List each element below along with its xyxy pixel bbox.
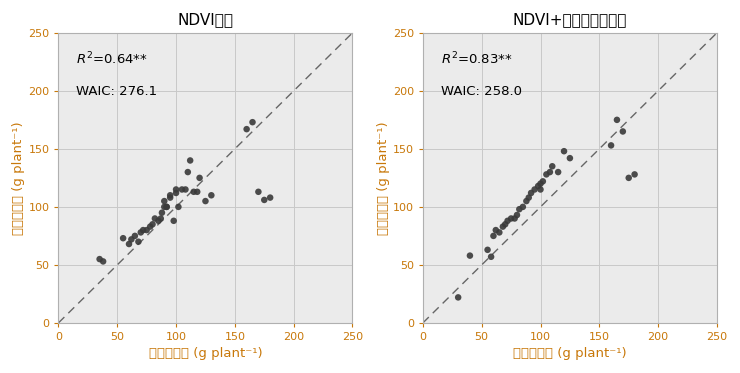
Point: [611, 117, 623, 123]
Point: [617, 128, 629, 134]
Point: [511, 212, 523, 218]
Point: [149, 216, 161, 222]
Point: [452, 294, 464, 300]
Point: [97, 258, 109, 264]
Y-axis label: 推定举物重 (g plant⁻¹): 推定举物重 (g plant⁻¹): [377, 121, 390, 235]
Point: [94, 256, 106, 262]
Point: [164, 192, 176, 198]
Point: [494, 229, 505, 235]
Point: [500, 221, 511, 227]
Point: [161, 204, 172, 210]
Point: [147, 221, 158, 227]
Point: [129, 233, 141, 239]
Point: [117, 235, 129, 241]
Point: [537, 178, 549, 184]
Point: [184, 157, 196, 163]
Point: [192, 189, 204, 195]
Point: [528, 186, 540, 192]
Point: [490, 227, 502, 233]
Point: [558, 148, 570, 154]
Point: [564, 155, 576, 161]
Point: [152, 218, 164, 224]
Point: [240, 126, 252, 132]
Point: [264, 195, 276, 201]
Point: [629, 172, 641, 178]
X-axis label: 実測举物重 (g plant⁻¹): 実測举物重 (g plant⁻¹): [513, 348, 627, 360]
Point: [488, 233, 500, 239]
Title: NDVI+投影面積＋草丈: NDVI+投影面積＋草丈: [513, 13, 627, 28]
Text: $\mathit{R}^2$=0.83**: $\mathit{R}^2$=0.83**: [440, 50, 512, 67]
Point: [546, 163, 558, 169]
Y-axis label: 推定举物重 (g plant⁻¹): 推定举物重 (g plant⁻¹): [13, 121, 25, 235]
Point: [482, 247, 494, 253]
Point: [123, 241, 135, 247]
Point: [137, 227, 149, 233]
Point: [517, 204, 529, 210]
Point: [246, 119, 258, 125]
Point: [188, 189, 200, 195]
Point: [144, 224, 156, 230]
Point: [508, 216, 520, 222]
Point: [502, 218, 514, 224]
Point: [182, 169, 194, 175]
Point: [605, 142, 617, 148]
Point: [497, 224, 509, 230]
Point: [164, 195, 176, 201]
Point: [623, 175, 635, 181]
Point: [258, 197, 270, 203]
Point: [552, 169, 564, 175]
Point: [252, 189, 264, 195]
Title: NDVIのみ: NDVIのみ: [178, 13, 233, 28]
Point: [161, 204, 172, 210]
Point: [126, 236, 138, 242]
Point: [158, 204, 170, 210]
Point: [505, 216, 517, 222]
Point: [156, 210, 168, 216]
Point: [514, 206, 525, 212]
Point: [158, 198, 170, 204]
Point: [200, 198, 212, 204]
Point: [525, 190, 537, 196]
Point: [523, 195, 535, 201]
Text: WAIC: 258.0: WAIC: 258.0: [440, 85, 522, 98]
Point: [141, 227, 152, 233]
Point: [172, 204, 184, 210]
Point: [176, 186, 188, 192]
Text: WAIC: 276.1: WAIC: 276.1: [76, 85, 157, 98]
Point: [180, 186, 192, 192]
Point: [534, 181, 546, 186]
X-axis label: 実測举物重 (g plant⁻¹): 実測举物重 (g plant⁻¹): [149, 348, 262, 360]
Text: $\mathit{R}^2$=0.64**: $\mathit{R}^2$=0.64**: [76, 50, 148, 67]
Point: [464, 253, 476, 258]
Point: [170, 190, 182, 196]
Point: [135, 229, 147, 235]
Point: [132, 239, 144, 245]
Point: [485, 254, 497, 260]
Point: [534, 186, 546, 192]
Point: [194, 175, 206, 181]
Point: [168, 218, 180, 224]
Point: [544, 169, 556, 175]
Point: [520, 198, 532, 204]
Point: [532, 183, 544, 189]
Point: [170, 186, 182, 192]
Point: [206, 192, 218, 198]
Point: [155, 216, 166, 222]
Point: [540, 172, 552, 178]
